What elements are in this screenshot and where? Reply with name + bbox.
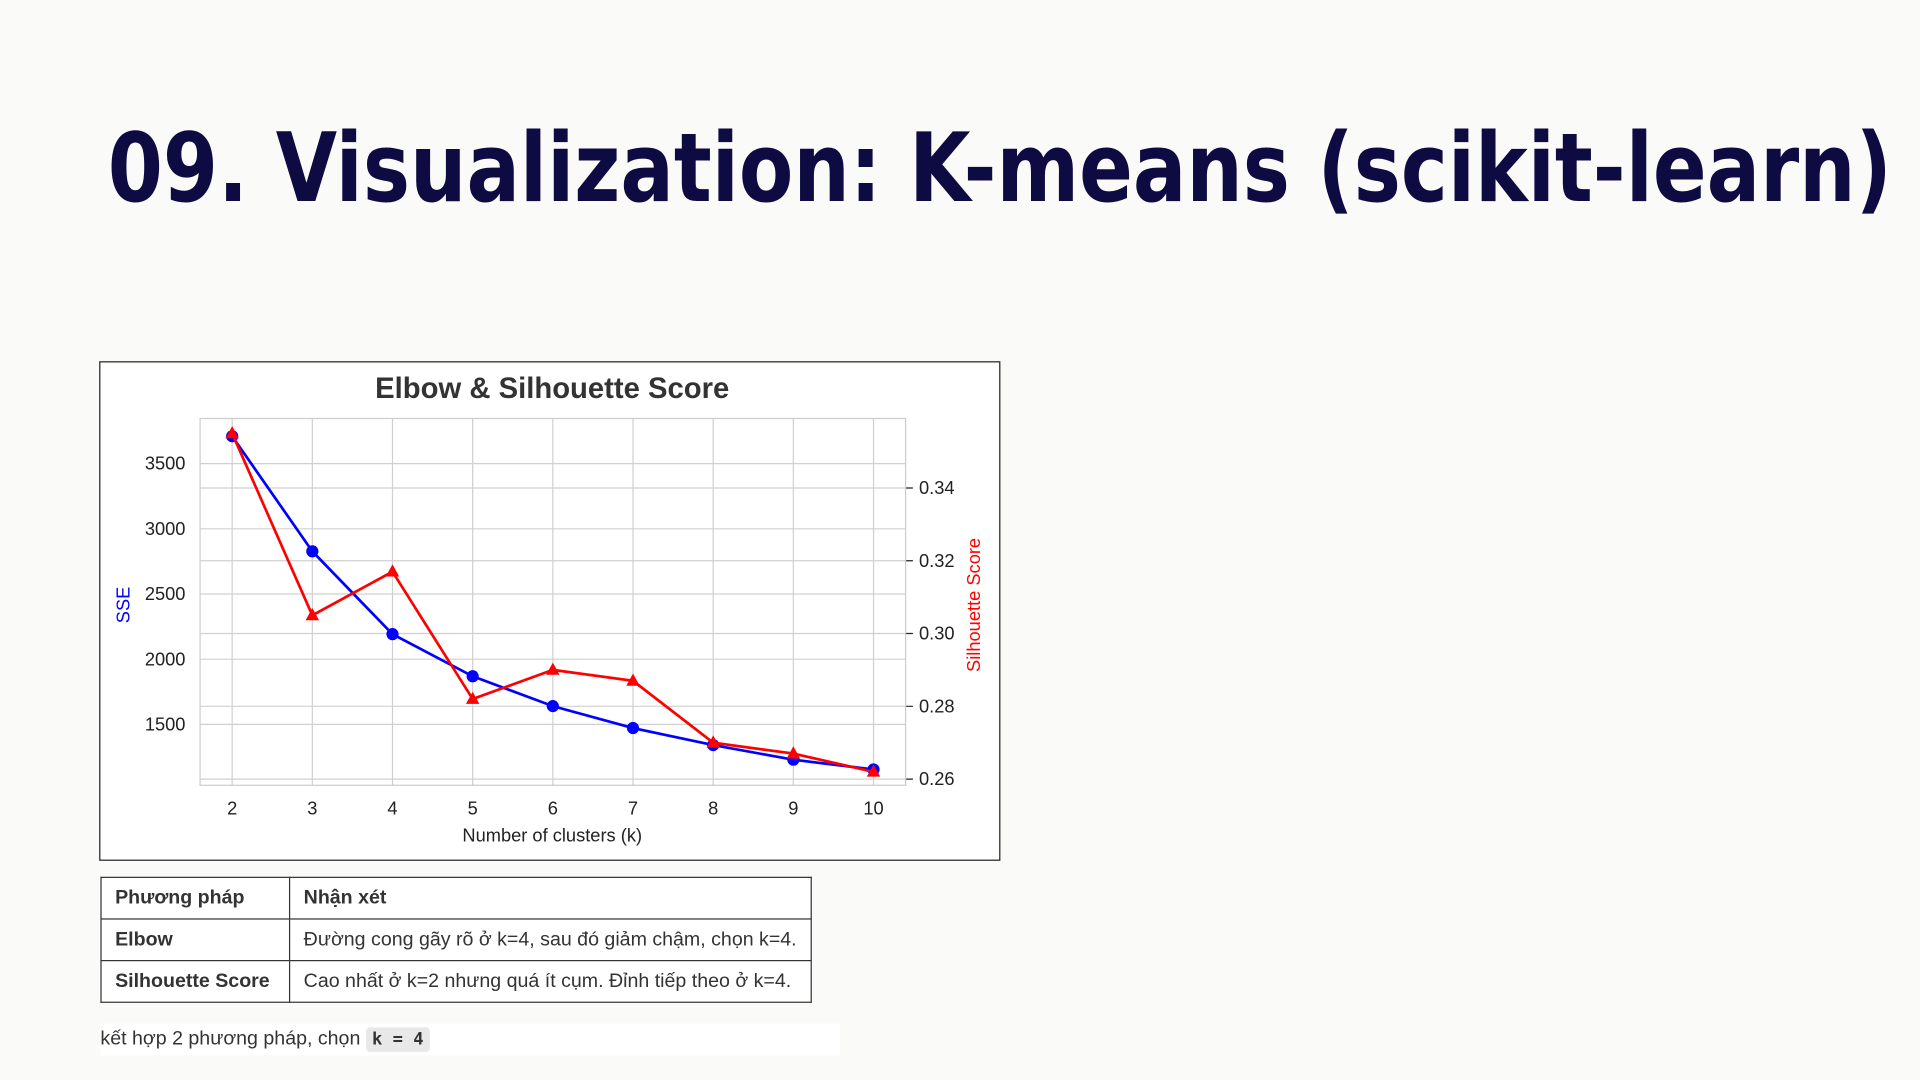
y-tick-label: 3000	[145, 518, 186, 539]
x-tick-label: 5	[468, 798, 478, 819]
marker	[386, 628, 399, 641]
y2-axis-label: Silhouette Score	[963, 538, 984, 672]
cell: Đường cong gãy rõ ở k=4, sau đó giảm chậ…	[288, 918, 812, 962]
y2-tick-label: 0.26	[919, 768, 955, 789]
table-row: Silhouette Score Cao nhất ở k=2 nhưng quá…	[100, 960, 812, 1003]
marker	[466, 670, 479, 683]
y2-tick-label: 0.32	[919, 550, 955, 571]
marker	[465, 691, 480, 704]
marker	[626, 721, 640, 735]
x-tick-label: 10	[863, 798, 883, 819]
y-axis-label: SSE	[112, 587, 133, 624]
y2-tick-label: 0.34	[919, 477, 955, 498]
x-tick-label: 2	[227, 798, 237, 819]
marker	[866, 764, 881, 777]
y-tick-label: 2000	[145, 648, 186, 669]
table-header: Phương pháp Nhận xét	[100, 876, 812, 920]
cell: Cao nhất ở k=2 nhưng quá ít cụm. Đỉnh ti…	[288, 960, 812, 1003]
x-tick-label: 8	[708, 798, 718, 819]
cell: Elbow	[100, 918, 291, 962]
header-cell: Nhận xét	[288, 876, 812, 920]
note: kết hợp 2 phương pháp, chọn k = 4	[100, 1023, 841, 1056]
x-tick-label: 7	[628, 798, 638, 819]
x-tick-label: 6	[548, 798, 558, 819]
y-tick-label: 3500	[145, 453, 186, 474]
marker	[626, 673, 640, 686]
table-row: Elbow Đường cong gãy rõ ở k=4, sau đó giả…	[100, 918, 812, 962]
table: Phương pháp Nhận xét Elbow Đường cong gãy …	[100, 876, 812, 1003]
title-area: 09. Visualization: K-means (scikit-learn…	[108, 112, 1892, 224]
marker	[306, 545, 319, 558]
x-tick-label: 9	[788, 798, 798, 819]
marker	[786, 746, 801, 759]
marker	[546, 662, 560, 675]
marker	[225, 426, 239, 439]
y2-tick-label: 0.30	[919, 623, 955, 644]
chart: Elbow & Silhouette Score Number of clust…	[99, 361, 1001, 861]
chart-title: Elbow & Silhouette Score	[375, 373, 729, 405]
y-tick-label: 1500	[145, 713, 186, 734]
marker	[305, 608, 320, 621]
note-text: kết hợp 2 phương pháp, chọn	[100, 1028, 361, 1050]
x-tick-label: 3	[307, 798, 317, 819]
note-code: k = 4	[365, 1027, 430, 1052]
slide-title: 09. Visualization: K-means (scikit-learn…	[108, 112, 1892, 224]
marker	[546, 700, 559, 713]
y2-tick-label: 0.28	[919, 695, 955, 716]
plot-frame	[199, 417, 907, 786]
header-cell: Phương pháp	[100, 876, 291, 920]
marker	[706, 735, 720, 748]
marker	[385, 564, 400, 577]
x-axis-label: Number of clusters (k)	[462, 824, 642, 845]
y-tick-label: 2500	[145, 583, 186, 604]
x-tick-label: 4	[387, 798, 397, 819]
cell: Silhouette Score	[100, 960, 291, 1003]
